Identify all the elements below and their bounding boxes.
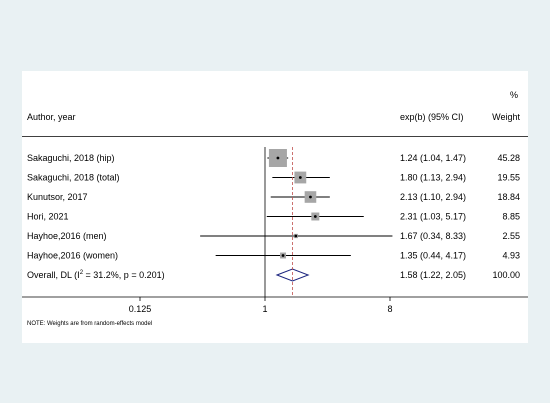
x-tick-label: 1 xyxy=(262,304,267,314)
point-estimate xyxy=(281,254,285,257)
chart-panel xyxy=(22,71,528,343)
study-weight-text: 19.55 xyxy=(497,173,520,183)
overall-ci-text: 1.58 (1.22, 2.05) xyxy=(400,270,466,280)
overall-weight-text: 100.00 xyxy=(492,270,520,280)
study-label: Hayhoe,2016 (men) xyxy=(27,231,107,241)
overall-label-suffix: = 31.2%, p = 0.201) xyxy=(83,270,165,280)
study-row: Hayhoe,2016 (women) 1.35 (0.44, 4.17) 4.93 xyxy=(27,251,520,261)
overall-diamond xyxy=(275,268,310,282)
study-ci-text: 2.13 (1.10, 2.94) xyxy=(400,192,466,202)
study-label: Hayhoe,2016 (women) xyxy=(27,251,118,261)
point-estimate xyxy=(276,156,280,160)
study-weight-text: 4.93 xyxy=(502,251,520,261)
point-estimate xyxy=(313,215,317,218)
study-row: Kunutsor, 2017 2.13 (1.10, 2.94) 18.84 xyxy=(27,191,520,203)
study-ci-text: 1.24 (1.04, 1.47) xyxy=(400,153,466,163)
model-note: NOTE: Weights are from random-effects mo… xyxy=(27,321,152,327)
overall-label-prefix: Overall, DL (I xyxy=(27,270,80,280)
study-ci-text: 1.67 (0.34, 8.33) xyxy=(400,231,466,241)
study-weight-text: 8.85 xyxy=(502,212,520,222)
point-estimate xyxy=(298,176,302,179)
study-weight-text: 2.55 xyxy=(502,231,520,241)
study-ci-text: 1.35 (0.44, 4.17) xyxy=(400,251,466,261)
overall-row: Overall, DL (I2 = 31.2%, p = 0.201) 1.58… xyxy=(27,268,520,282)
table-header: Author, year exp(b) (95% CI) % Weight xyxy=(27,90,520,122)
study-rows: Sakaguchi, 2018 (hip) 1.24 (1.04, 1.47) 45… xyxy=(27,149,520,261)
study-label: Kunutsor, 2017 xyxy=(27,192,88,202)
ci-column-header: exp(b) (95% CI) xyxy=(400,112,464,122)
study-label: Sakaguchi, 2018 (hip) xyxy=(27,153,115,163)
overall-label-superscript: 2 xyxy=(80,270,84,276)
study-row: Sakaguchi, 2018 (hip) 1.24 (1.04, 1.47) 45… xyxy=(27,149,520,167)
point-estimate xyxy=(294,234,298,238)
study-ci-text: 2.31 (1.03, 5.17) xyxy=(400,212,466,222)
weight-column-header: Weight xyxy=(492,112,520,122)
x-axis: 0.125 1 8 xyxy=(22,136,528,314)
study-row: Sakaguchi, 2018 (total) 1.80 (1.13, 2.94)… xyxy=(27,171,520,184)
overall-label: Overall, DL (I2 = 31.2%, p = 0.201) xyxy=(27,270,165,280)
weight-column-header-top: % xyxy=(510,90,518,100)
author-column-header: Author, year xyxy=(27,112,76,122)
study-label: Hori, 2021 xyxy=(27,212,69,222)
study-weight-text: 45.28 xyxy=(497,153,520,163)
x-tick-label: 0.125 xyxy=(129,304,152,314)
study-label: Sakaguchi, 2018 (total) xyxy=(27,173,120,183)
study-ci-text: 1.80 (1.13, 2.94) xyxy=(400,173,466,183)
study-weight-text: 18.84 xyxy=(497,192,520,202)
study-row: Hayhoe,2016 (men) 1.67 (0.34, 8.33) 2.55 xyxy=(27,231,520,241)
point-estimate xyxy=(309,195,312,199)
x-tick-label: 8 xyxy=(387,304,392,314)
study-row: Hori, 2021 2.31 (1.03, 5.17) 8.85 xyxy=(27,212,520,222)
